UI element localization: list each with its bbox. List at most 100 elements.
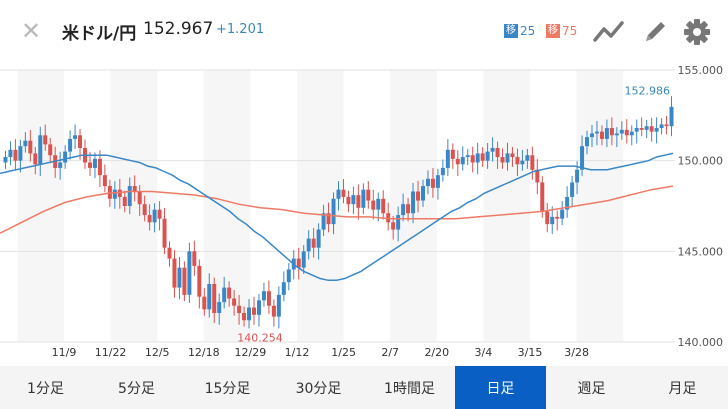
- candle-body: [247, 307, 252, 321]
- candle-body: [13, 149, 18, 161]
- candlestick-chart[interactable]: 155.000 150.000 145.000 140.000 11/9 11/22 12/…: [0, 62, 728, 366]
- tab-5min[interactable]: 5分足: [118, 380, 155, 397]
- candle-body: [162, 218, 167, 248]
- x-tick-label: 12/29: [235, 346, 267, 359]
- candle-body: [515, 157, 520, 165]
- candle-body: [450, 149, 455, 159]
- high-annotation: 152.986: [625, 85, 671, 98]
- candle-body: [182, 267, 187, 295]
- candle-body: [430, 178, 435, 188]
- candle-body: [639, 128, 644, 130]
- x-tick-label: 2/20: [424, 346, 449, 359]
- candle-body: [510, 153, 515, 158]
- gear-icon[interactable]: [680, 15, 714, 49]
- candle-body: [420, 186, 425, 201]
- tab-monthly[interactable]: 月足: [668, 380, 697, 397]
- ma-short-value: 25: [520, 24, 536, 38]
- candle-body: [142, 204, 147, 216]
- chart-header: ✕ 米ドル/円 152.967 +1.201 移 25 移 75: [0, 0, 728, 62]
- candle-body: [321, 213, 326, 230]
- candle-body: [520, 160, 525, 165]
- candle-body: [301, 251, 306, 268]
- y-tick-label: 155.000: [678, 64, 724, 77]
- candle-body: [396, 215, 401, 230]
- candle-body: [48, 144, 53, 156]
- chart-canvas[interactable]: 155.000 150.000 145.000 140.000 11/9 11/22 12/…: [0, 62, 728, 366]
- x-tick-label: 3/4: [475, 346, 493, 359]
- current-price: 152.967: [143, 19, 214, 39]
- candle-body: [580, 146, 585, 170]
- candle-body: [97, 158, 102, 176]
- candle-body: [460, 157, 465, 165]
- candle-body: [435, 175, 440, 188]
- tab-15min[interactable]: 15分足: [204, 380, 251, 397]
- candle-body: [406, 204, 411, 214]
- tab-1hour[interactable]: 1時間足: [384, 380, 435, 397]
- candle-body: [212, 283, 217, 313]
- candle-body: [485, 151, 490, 161]
- ma-long-indicator[interactable]: 移 75: [546, 24, 577, 38]
- candle-body: [525, 155, 530, 161]
- candle-body: [326, 213, 331, 225]
- candle-body: [296, 258, 301, 268]
- candle-body: [475, 153, 480, 163]
- tab-weekly[interactable]: 週足: [577, 380, 606, 397]
- candle-body: [629, 131, 634, 136]
- candle-body: [634, 128, 639, 132]
- candle-body: [614, 133, 619, 136]
- candle-body: [222, 287, 227, 303]
- ma-long-tag: 移: [546, 24, 560, 38]
- candle-body: [416, 191, 421, 201]
- candle-body: [619, 129, 624, 134]
- tab-1min[interactable]: 1分足: [27, 380, 64, 397]
- candle-body: [500, 157, 505, 163]
- candle-body: [530, 155, 535, 170]
- candle-body: [455, 158, 460, 165]
- candle-body: [480, 153, 485, 161]
- candle-body: [227, 287, 232, 299]
- candle-body: [117, 189, 122, 197]
- ma-short-tag: 移: [504, 24, 518, 38]
- candle-body: [425, 178, 430, 187]
- x-tick-label: 12/18: [188, 346, 220, 359]
- candle-body: [207, 283, 212, 310]
- y-tick-label: 140.000: [678, 336, 724, 349]
- chart-band: [203, 70, 251, 342]
- candle-body: [336, 189, 341, 199]
- candle-body: [550, 216, 555, 225]
- candle-body: [242, 312, 247, 321]
- candle-body: [609, 128, 614, 136]
- pencil-icon[interactable]: [638, 15, 672, 49]
- candle-body: [316, 229, 321, 248]
- x-tick-label: 11/22: [95, 346, 127, 359]
- timeframe-tabs: 1分足 5分足 15分足 30分足 1時間足 日足 週足 月足: [0, 366, 728, 409]
- candle-body: [3, 157, 8, 163]
- ma-short-indicator[interactable]: 移 25: [504, 24, 535, 38]
- candle-body: [346, 196, 351, 205]
- candle-body: [495, 147, 500, 158]
- candle-body: [187, 251, 192, 295]
- candle-body: [197, 265, 202, 297]
- candle-body: [649, 126, 654, 132]
- candle-body: [18, 146, 23, 161]
- candle-body: [58, 162, 63, 168]
- candle-body: [599, 131, 604, 139]
- candle-body: [669, 106, 674, 127]
- candle-body: [157, 209, 162, 219]
- candle-body: [465, 155, 470, 158]
- candle-body: [232, 298, 237, 306]
- tab-daily[interactable]: 日足: [455, 366, 546, 409]
- x-tick-label: 3/15: [518, 346, 543, 359]
- ma75-line: [0, 185, 674, 234]
- candle-body: [445, 149, 450, 168]
- candle-body: [624, 129, 629, 136]
- candle-body: [585, 137, 590, 147]
- candle-body: [266, 291, 271, 306]
- chart-band: [483, 70, 530, 342]
- close-icon[interactable]: ✕: [20, 17, 42, 45]
- candle-body: [575, 169, 580, 183]
- candle-body: [545, 211, 550, 225]
- line-chart-icon[interactable]: [592, 15, 626, 49]
- tab-30min[interactable]: 30分足: [295, 380, 342, 397]
- x-tick-label: 2/7: [381, 346, 399, 359]
